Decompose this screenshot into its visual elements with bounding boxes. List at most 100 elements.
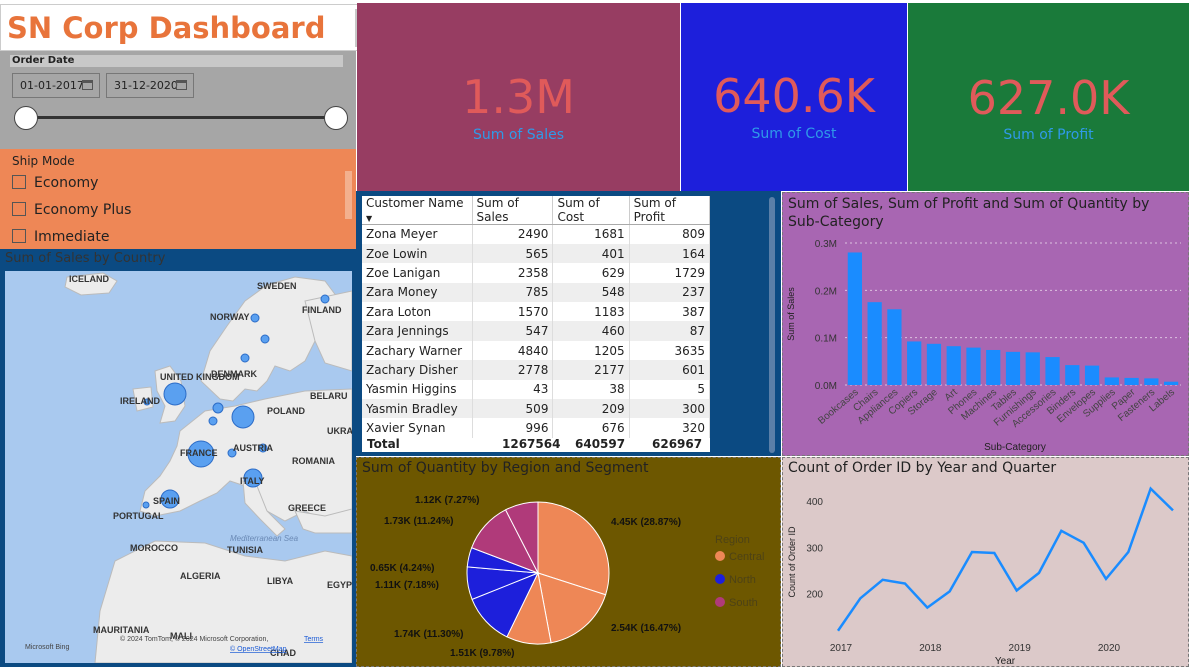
bar[interactable]	[1164, 381, 1179, 385]
y-axis-label: Count of Order ID	[787, 526, 797, 598]
customer-name-cell: Xavier Synan	[362, 418, 473, 438]
map-label: NORWAY	[210, 312, 250, 322]
y-tick-label: 300	[806, 543, 823, 554]
legend-label: Central	[729, 551, 764, 563]
pie-slice[interactable]	[537, 572, 607, 644]
table-scrollbar[interactable]	[769, 197, 775, 453]
bar[interactable]	[1104, 377, 1119, 385]
legend-title: Region	[715, 534, 750, 546]
column-header[interactable]: Sum of Cost	[552, 196, 630, 225]
value-cell: 676	[552, 418, 630, 438]
osm-link[interactable]: © OpenStreetMap	[230, 645, 287, 653]
customer-name-cell: Zoe Lanigan	[362, 263, 473, 283]
map-label: FINLAND	[302, 305, 342, 315]
map-label: AUSTRIA	[233, 443, 273, 453]
table-row[interactable]: Zona Meyer 2490 1681 809	[362, 224, 710, 244]
total-cost: 640597	[575, 437, 626, 451]
table-row[interactable]: Yasmin Bradley 509 209 300	[362, 399, 710, 419]
table-row[interactable]: Zachary Disher 2778 2177 601	[362, 360, 710, 380]
pie-data-label: 4.45K (28.87%)	[611, 517, 681, 528]
bar[interactable]	[986, 349, 1001, 385]
bar[interactable]	[907, 341, 922, 385]
bar[interactable]	[946, 346, 961, 385]
table-row[interactable]: Xavier Synan 996 676 320	[362, 418, 710, 438]
map-label: SWEDEN	[257, 281, 297, 291]
sales-by-country-map-panel: Sum of Sales by Country	[0, 249, 356, 667]
bar[interactable]	[1084, 365, 1100, 385]
map-attribution: © 2024 TomTom, © 2024 Microsoft Corporat…	[120, 635, 268, 643]
date-range-slider-track[interactable]	[26, 116, 336, 119]
bar[interactable]	[887, 309, 902, 385]
table-row[interactable]: Zara Jennings 547 460 87	[362, 321, 710, 341]
map-label: SPAIN	[153, 496, 180, 506]
pie-data-label: 1.12K (7.27%)	[415, 495, 479, 506]
table-row[interactable]: Yasmin Higgins 43 38 5	[362, 379, 710, 400]
map-label: MAURITANIA	[93, 625, 150, 635]
y-tick-label: 400	[806, 497, 823, 508]
map-canvas[interactable]: ICELAND SWEDEN FINLAND NORWAY UNITED KIN…	[5, 271, 352, 663]
bar-chart[interactable]: 0.0M0.1M0.2M0.3MBookcasesChairsAppliance…	[783, 193, 1188, 455]
column-header[interactable]: Customer Name ▼	[362, 196, 473, 225]
x-axis-label: Year	[995, 656, 1016, 666]
bar[interactable]	[1025, 352, 1040, 385]
table-row[interactable]: Zachary Warner 4840 1205 3635	[362, 340, 710, 361]
table-row[interactable]: Zoe Lanigan 2358 629 1729	[362, 263, 710, 283]
date-range-end-handle[interactable]	[324, 106, 348, 130]
calendar-icon[interactable]	[82, 80, 93, 90]
checkbox[interactable]	[12, 229, 26, 243]
date-range-start-handle[interactable]	[14, 106, 38, 130]
map-label: TUNISIA	[227, 545, 264, 555]
bar-chart-panel: Sum of Sales, Sum of Profit and Sum of Q…	[782, 192, 1189, 456]
column-header-label: Customer Name	[366, 196, 464, 210]
ship-mode-option-label: Economy Plus	[34, 202, 132, 218]
value-cell: 2490	[472, 224, 554, 244]
checkbox[interactable]	[12, 202, 26, 216]
bar[interactable]	[847, 252, 862, 385]
pie-chart-panel: Sum of Quantity by Region and Segment 4.…	[356, 457, 781, 667]
calendar-icon[interactable]	[176, 80, 187, 90]
kpi-card-cost: 640.6K Sum of Cost	[681, 3, 907, 191]
table-row[interactable]: Zara Loton 1570 1183 387	[362, 302, 710, 322]
table-row[interactable]: Zara Money 785 548 237	[362, 282, 710, 303]
bar[interactable]	[1045, 357, 1060, 385]
total-label: Total	[367, 437, 400, 451]
bar[interactable]	[1124, 377, 1139, 385]
value-cell: 460	[552, 321, 630, 341]
bar[interactable]	[1065, 365, 1080, 385]
ship-mode-option[interactable]: Economy Plus	[12, 202, 131, 218]
column-header[interactable]: Sum of Profit	[629, 196, 710, 225]
pie-data-label: 1.11K (7.18%)	[375, 580, 439, 591]
pie-chart[interactable]: 4.45K (28.87%) 2.54K (16.47%) 1.51K (9.78%…	[357, 458, 780, 666]
ship-mode-scrollbar[interactable]	[345, 171, 352, 219]
order-date-label: Order Date	[10, 55, 343, 67]
kpi-card-profit: 627.0K Sum of Profit	[908, 3, 1189, 191]
checkbox[interactable]	[12, 175, 26, 189]
pie-slice[interactable]	[537, 501, 610, 596]
pie-slice[interactable]	[504, 501, 539, 574]
line-chart-title: Count of Order ID by Year and Quarter	[788, 460, 1057, 476]
bar[interactable]	[1144, 378, 1159, 385]
bar[interactable]	[867, 302, 882, 385]
line-series[interactable]	[836, 486, 1174, 632]
ship-mode-option[interactable]: Economy	[12, 175, 98, 191]
column-header[interactable]: Sum of Sales	[472, 196, 554, 225]
map-terms-link[interactable]: Terms	[304, 636, 324, 643]
order-date-slicer: Order Date 01-01-2017 31-12-2020	[0, 51, 356, 149]
customer-name-cell: Zona Meyer	[362, 224, 473, 244]
ship-mode-option-label: Economy	[34, 175, 99, 191]
start-date-input[interactable]: 01-01-2017	[12, 73, 100, 98]
customer-table[interactable]: Customer Name ▼ Sum of Sales Sum of Cost …	[362, 196, 710, 452]
table-total-row: Total 1267564 640597 626967	[362, 437, 710, 453]
pie-data-label: 2.54K (16.47%)	[611, 623, 681, 634]
sort-arrow-icon[interactable]: ▼	[366, 214, 373, 223]
bar[interactable]	[966, 347, 981, 385]
end-date-input[interactable]: 31-12-2020	[106, 73, 194, 98]
start-date-value: 01-01-2017	[20, 79, 84, 92]
table-row[interactable]: Zoe Lowin 565 401 164	[362, 243, 710, 264]
bar[interactable]	[926, 343, 942, 385]
pie-data-label: 0.65K (4.24%)	[370, 563, 434, 574]
bar[interactable]	[1005, 351, 1021, 385]
ship-mode-option[interactable]: Immediate	[12, 229, 109, 245]
value-cell: 38	[552, 379, 630, 400]
